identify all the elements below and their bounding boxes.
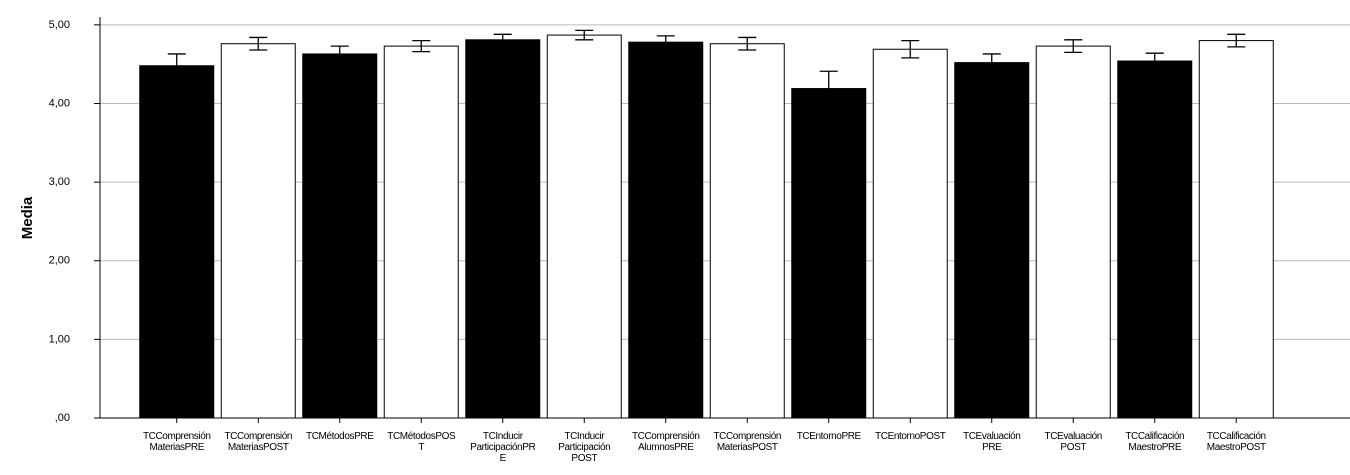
y-tick-label: 2,00 bbox=[49, 255, 70, 267]
y-axis-label: Media bbox=[19, 196, 36, 239]
x-tick-label: TCEntornoPRE bbox=[796, 431, 862, 442]
x-tick-label: TCCalificación MaestroPOST bbox=[1206, 431, 1266, 453]
x-tick-label: TCEvaluación PRE bbox=[963, 431, 1021, 453]
x-tick-label: TCComprensión AlumnosPRE bbox=[631, 431, 700, 453]
error-bar bbox=[167, 53, 186, 79]
x-tick-label: TCMétodosPRE bbox=[306, 431, 374, 442]
x-tick-label: TCMétodosPOS T bbox=[387, 431, 456, 453]
bar bbox=[1117, 60, 1193, 419]
bar bbox=[954, 62, 1030, 419]
x-tick-label: TCComprensión MateriasPOST bbox=[224, 431, 293, 453]
x-tick-label: TCEvaluación POST bbox=[1044, 431, 1103, 453]
y-tick-label: 4,00 bbox=[49, 97, 70, 109]
x-tick-label: TCComprensión MateriasPOST bbox=[713, 431, 782, 453]
error-bar bbox=[412, 39, 431, 53]
error-bar bbox=[1227, 33, 1246, 48]
bar bbox=[872, 48, 948, 419]
x-tick-label: TCEntornoPOST bbox=[875, 431, 946, 442]
y-tick-label: 1,00 bbox=[49, 333, 70, 345]
bar bbox=[791, 88, 867, 419]
bar bbox=[1035, 45, 1111, 419]
bar bbox=[628, 41, 704, 419]
bar bbox=[546, 34, 622, 419]
bar bbox=[709, 43, 785, 419]
x-tick-label: TCInducir ParticipaciónPR E bbox=[470, 431, 536, 464]
bar bbox=[465, 39, 541, 419]
x-tick-label: TCComprensión MateriasPRE bbox=[142, 431, 211, 453]
bar bbox=[383, 45, 459, 419]
x-tick-label: TCCalificación MaestroPRE bbox=[1125, 431, 1185, 453]
error-bar bbox=[738, 36, 757, 51]
x-tick-label: TCInducir Participación POST bbox=[558, 431, 611, 464]
error-bar bbox=[901, 39, 920, 59]
error-bar bbox=[656, 35, 675, 50]
error-bar bbox=[249, 36, 268, 51]
bar bbox=[220, 43, 296, 419]
y-tick-label: 5,00 bbox=[49, 19, 70, 31]
error-bar bbox=[493, 33, 512, 46]
error-bar bbox=[819, 70, 838, 107]
y-tick-label: 3,00 bbox=[49, 176, 70, 188]
bar bbox=[302, 53, 378, 419]
error-bar bbox=[982, 53, 1001, 72]
error-bar bbox=[1145, 52, 1164, 70]
bar bbox=[1198, 40, 1274, 419]
error-bar bbox=[330, 45, 349, 63]
bar bbox=[139, 65, 215, 419]
y-tick-label: ,00 bbox=[55, 412, 70, 424]
error-bar bbox=[575, 29, 594, 41]
error-bar bbox=[1064, 39, 1083, 54]
